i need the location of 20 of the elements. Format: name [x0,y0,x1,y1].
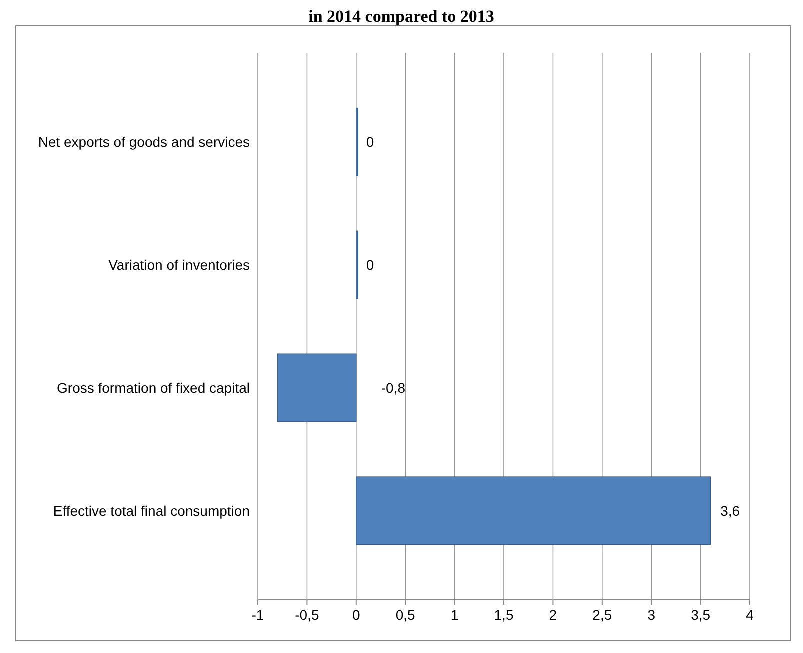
x-tick-label: 3,5 [691,607,711,623]
x-tick-label: 1,5 [494,607,514,623]
data-label: 3,6 [720,502,740,519]
x-tick-label: -0,5 [295,607,320,623]
y-tick-label: Effective total final consumption [53,502,250,519]
y-tick-label: Gross formation of fixed capital [57,380,250,396]
x-tick-label: 0,5 [396,607,416,623]
x-tick-label: 1 [450,607,459,623]
x-tick-label: 2 [549,607,558,623]
x-tick-label: 0 [352,607,360,623]
chart-title: in 2014 compared to 2013 [308,7,494,26]
y-tick-label: Net exports of goods and services [38,134,250,150]
x-tick-label: -1 [252,607,264,623]
x-tick-label: 4 [746,607,754,623]
data-label: 0 [366,257,374,274]
data-label: -0,8 [381,380,406,396]
x-tick-label: 3 [648,607,656,623]
x-tick-label: 2,5 [592,607,612,623]
data-label: 0 [366,134,374,150]
y-tick-label: Variation of inventories [108,257,250,274]
